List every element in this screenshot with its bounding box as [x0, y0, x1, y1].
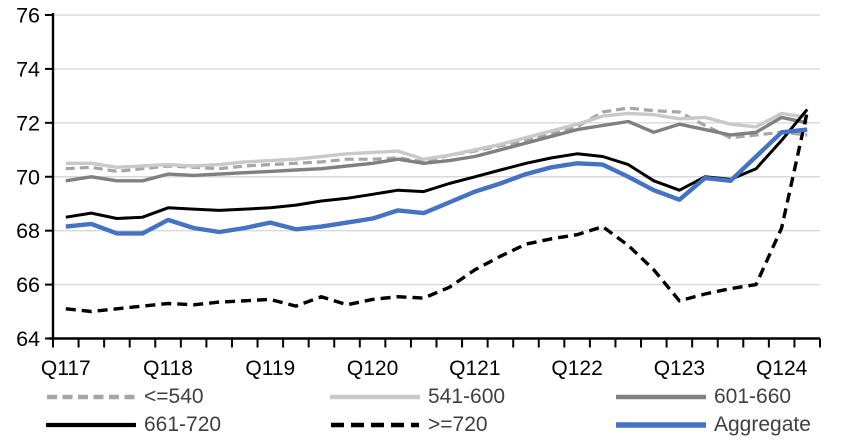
y-tick-label: 64 [16, 327, 40, 351]
y-tick-label: 68 [16, 219, 40, 243]
series-line-ge-720 [65, 111, 809, 314]
legend-item-661-720: 661-720 [46, 414, 221, 436]
legend-item-le-540: <=540 [46, 386, 204, 408]
legend-item-541-600: 541-600 [330, 386, 505, 408]
legend-swatch-aggregate [616, 422, 706, 428]
x-tick-label: Q122 [551, 357, 602, 380]
legend-label-ge-720: >=720 [428, 413, 488, 436]
x-tick-label: Q118 [143, 357, 193, 380]
legend-swatch-ge-720 [331, 422, 419, 428]
y-tick-label: 74 [16, 57, 40, 81]
legend-item-ge-720: >=720 [330, 414, 488, 436]
x-tick-label: Q119 [245, 357, 295, 380]
legend-swatch-601-660 [616, 394, 706, 400]
x-tick-label: Q117 [41, 357, 91, 380]
y-tick-label: 72 [16, 111, 40, 135]
legend-label-541-600: 541-600 [428, 385, 506, 408]
legend-label-le-540: <=540 [144, 385, 204, 408]
series-line-541-600 [65, 111, 808, 170]
legend-label-aggregate: Aggregate [714, 413, 811, 436]
y-tick-label: 66 [16, 273, 40, 297]
series-line-601-660 [65, 115, 808, 183]
legend-item-aggregate: Aggregate [616, 414, 811, 436]
y-tick-label: 70 [16, 165, 40, 189]
series-line-aggregate [65, 127, 808, 236]
legend-swatch-le-540 [47, 394, 135, 400]
x-tick-label: Q123 [654, 357, 705, 380]
x-tick-label: Q121 [449, 357, 500, 380]
x-tick-label: Q124 [756, 357, 808, 380]
legend-label-601-660: 601-660 [714, 385, 792, 408]
legend-swatch-661-720 [46, 422, 136, 428]
series-line-661-720 [65, 108, 809, 220]
legend-swatch-541-600 [330, 394, 420, 400]
y-tick-label: 76 [16, 4, 40, 28]
legend-label-661-720: 661-720 [144, 413, 222, 436]
legend-item-601-660: 601-660 [616, 386, 791, 408]
x-tick-label: Q120 [347, 357, 398, 380]
